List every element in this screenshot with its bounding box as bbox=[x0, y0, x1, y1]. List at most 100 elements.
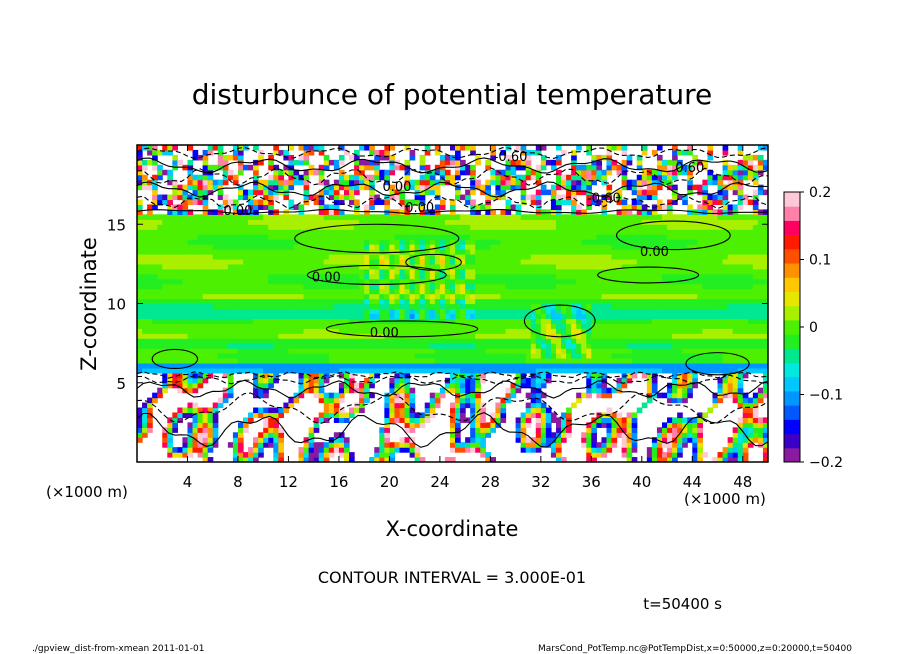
heatmap-cell bbox=[389, 457, 396, 462]
heatmap-cell bbox=[672, 263, 678, 270]
heatmap-cell bbox=[434, 288, 441, 295]
heatmap-cell bbox=[566, 273, 572, 280]
heatmap-cell bbox=[273, 219, 279, 225]
heatmap-cell bbox=[162, 442, 168, 448]
heatmap-cell bbox=[540, 362, 547, 369]
heatmap-cell bbox=[742, 239, 749, 245]
heatmap-cell bbox=[581, 298, 587, 305]
heatmap-cell bbox=[268, 353, 274, 359]
heatmap-cell bbox=[202, 239, 209, 245]
heatmap-cell bbox=[460, 387, 466, 394]
heatmap-cell bbox=[434, 402, 441, 409]
heatmap-cell bbox=[460, 288, 466, 295]
heatmap-cell bbox=[349, 219, 355, 225]
heatmap-cell bbox=[212, 357, 219, 364]
heatmap-cell bbox=[243, 253, 249, 260]
heatmap-cell bbox=[419, 249, 426, 255]
heatmap-cell bbox=[470, 333, 476, 339]
heatmap-cell bbox=[137, 219, 143, 225]
heatmap-cell bbox=[137, 234, 143, 240]
heatmap-cell bbox=[455, 268, 461, 275]
heatmap-cell bbox=[429, 323, 436, 329]
heatmap-cell bbox=[243, 333, 249, 339]
heatmap-cell bbox=[621, 303, 628, 310]
heatmap-cell bbox=[712, 308, 719, 314]
heatmap-cell bbox=[747, 219, 754, 225]
heatmap-cell bbox=[505, 328, 512, 334]
heatmap-cell bbox=[465, 328, 471, 334]
heatmap-cell bbox=[591, 263, 597, 270]
heatmap-cell bbox=[404, 353, 411, 359]
heatmap-cell bbox=[555, 249, 562, 255]
heatmap-cell bbox=[646, 298, 653, 305]
heatmap-cell bbox=[682, 253, 688, 260]
heatmap-cell bbox=[505, 283, 512, 290]
heatmap-cell bbox=[460, 313, 466, 319]
heatmap-cell bbox=[414, 234, 421, 240]
heatmap-cell bbox=[651, 244, 658, 250]
heatmap-cell bbox=[732, 219, 739, 225]
heatmap-cell bbox=[222, 328, 229, 334]
heatmap-cell bbox=[364, 348, 370, 354]
heatmap-cell bbox=[732, 397, 739, 404]
heatmap-cell bbox=[555, 348, 562, 354]
heatmap-cell bbox=[359, 392, 365, 399]
heatmap-cell bbox=[364, 239, 370, 245]
heatmap-cell bbox=[429, 239, 436, 245]
heatmap-cell bbox=[520, 432, 527, 438]
heatmap-cell bbox=[369, 377, 375, 384]
heatmap-cell bbox=[419, 422, 426, 428]
heatmap-cell bbox=[520, 278, 527, 285]
heatmap-cell bbox=[540, 422, 547, 428]
heatmap-cell bbox=[394, 333, 401, 339]
heatmap-cell bbox=[505, 229, 512, 235]
heatmap-cell bbox=[495, 343, 502, 349]
heatmap-cell bbox=[359, 357, 365, 364]
heatmap-cell bbox=[672, 298, 678, 305]
heatmap-cell bbox=[449, 357, 456, 364]
heatmap-cell bbox=[394, 417, 401, 423]
heatmap-cell bbox=[591, 457, 597, 462]
heatmap-cell bbox=[137, 229, 143, 235]
heatmap-cell bbox=[237, 283, 244, 290]
heatmap-cell bbox=[712, 402, 719, 409]
heatmap-cell bbox=[530, 303, 537, 310]
heatmap-cell bbox=[566, 244, 572, 250]
heatmap-cell bbox=[470, 343, 476, 349]
heatmap-cell bbox=[147, 249, 153, 255]
heatmap-cell bbox=[677, 318, 683, 324]
heatmap-cell bbox=[283, 253, 290, 260]
heatmap-cell bbox=[611, 367, 618, 374]
heatmap-cell bbox=[515, 244, 522, 250]
heatmap-cell bbox=[465, 353, 471, 359]
heatmap-cell bbox=[606, 328, 613, 334]
heatmap-cell bbox=[490, 338, 497, 344]
heatmap-cell bbox=[651, 323, 658, 329]
heatmap-cell bbox=[137, 348, 143, 354]
heatmap-cell bbox=[535, 303, 542, 310]
heatmap-cell bbox=[207, 323, 214, 329]
heatmap-cell bbox=[480, 437, 486, 443]
heatmap-cell bbox=[172, 338, 178, 344]
heatmap-cell bbox=[616, 382, 623, 389]
heatmap-cell bbox=[656, 219, 663, 225]
heatmap-cell bbox=[525, 239, 532, 245]
heatmap-cell bbox=[308, 457, 315, 462]
heatmap-cell bbox=[384, 353, 390, 359]
heatmap-cell bbox=[505, 253, 512, 260]
heatmap-cell bbox=[596, 382, 603, 389]
heatmap-cell bbox=[298, 328, 305, 334]
heatmap-cell bbox=[147, 303, 153, 310]
heatmap-cell bbox=[727, 338, 734, 344]
heatmap-cell bbox=[248, 239, 254, 245]
heatmap-cell bbox=[349, 338, 355, 344]
heatmap-field bbox=[137, 145, 768, 462]
heatmap-cell bbox=[717, 283, 724, 290]
heatmap-cell bbox=[424, 273, 431, 280]
heatmap-cell bbox=[162, 224, 168, 230]
heatmap-cell bbox=[384, 229, 390, 235]
heatmap-cell bbox=[237, 234, 244, 240]
heatmap-cell bbox=[757, 318, 764, 324]
heatmap-cell bbox=[379, 303, 385, 310]
heatmap-cell bbox=[429, 308, 436, 314]
